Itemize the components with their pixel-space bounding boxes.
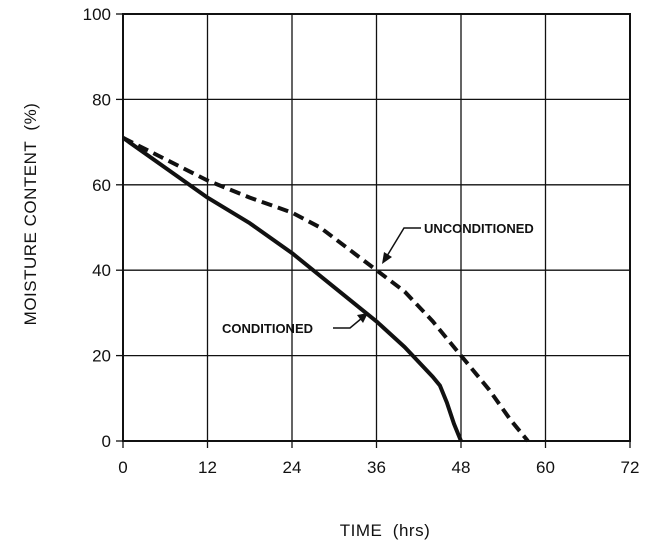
y-tick-label: 40 — [92, 261, 111, 280]
x-tick-label: 36 — [367, 458, 386, 477]
x-tick-label: 0 — [118, 458, 127, 477]
label-conditioned: CONDITIONED — [222, 321, 313, 336]
grid — [116, 13, 631, 448]
y-axis-title: MOISTURE CONTENT (%) — [21, 103, 40, 326]
tick-labels: 0 12 24 36 48 60 72 0 20 40 60 80 100 — [83, 5, 640, 477]
x-tick-label: 72 — [621, 458, 640, 477]
arrow-unconditioned — [386, 227, 421, 257]
x-tick-label: 60 — [536, 458, 555, 477]
series-line-unconditioned — [122, 136, 530, 443]
series-layer — [121, 136, 530, 443]
arrowhead-unconditioned — [382, 252, 392, 264]
arrow-conditioned — [333, 317, 363, 329]
arrowhead-conditioned — [357, 313, 368, 323]
x-tick-label: 48 — [452, 458, 471, 477]
label-unconditioned: UNCONDITIONED — [424, 221, 534, 236]
x-tick-label: 12 — [198, 458, 217, 477]
y-tick-label: 100 — [83, 5, 111, 24]
plot-frame — [122, 13, 631, 442]
y-tick-label: 80 — [92, 90, 111, 109]
y-tick-label: 20 — [92, 347, 111, 366]
series-line-conditioned — [121, 136, 463, 442]
y-tick-label: 60 — [92, 176, 111, 195]
x-axis-title: TIME (hrs) — [340, 521, 431, 540]
x-tick-label: 24 — [283, 458, 302, 477]
y-tick-label: 0 — [102, 432, 111, 451]
